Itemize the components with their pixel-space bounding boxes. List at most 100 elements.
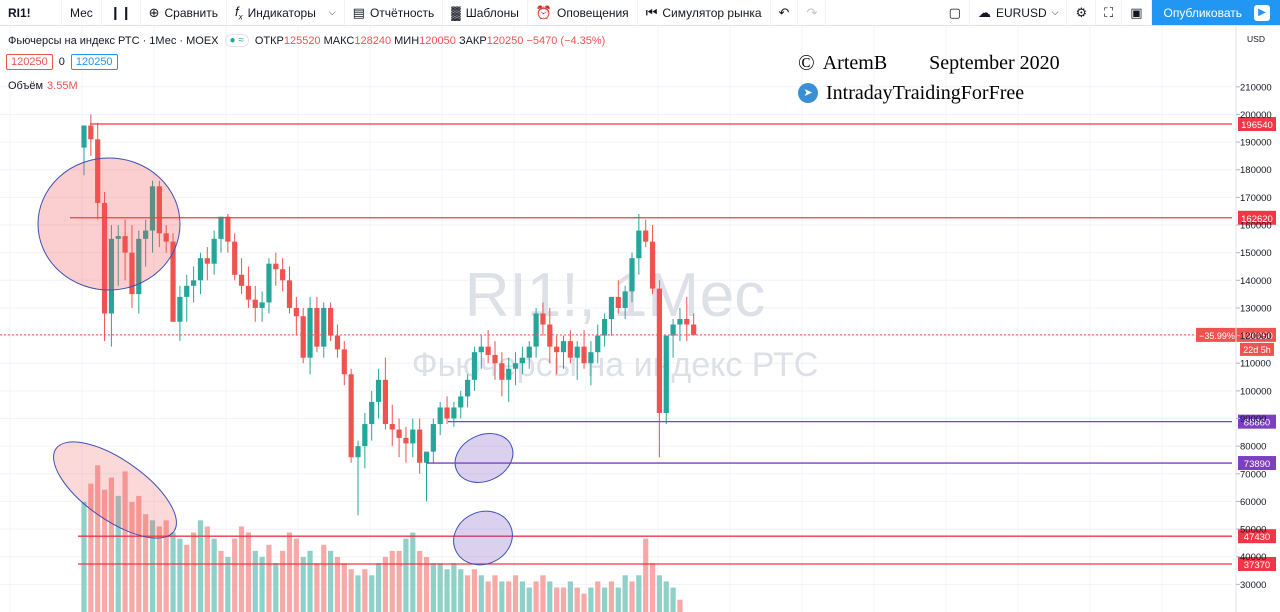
candle-body: [608, 296, 615, 319]
volume-bar: [314, 563, 320, 612]
alerts-label: Оповещения: [557, 5, 629, 20]
candle-body: [307, 307, 313, 358]
undo-button[interactable]: ↶: [771, 0, 799, 25]
candle-body: [382, 379, 388, 425]
reports-label: Отчётность: [369, 5, 435, 20]
candle-body: [362, 424, 368, 447]
candle-body: [211, 238, 217, 264]
reports-icon: ▤: [352, 4, 365, 20]
sell-button[interactable]: 120250: [6, 54, 53, 70]
interval-button[interactable]: Мес: [62, 0, 102, 25]
candle-body: [663, 335, 669, 413]
indicators-button[interactable]: fx Индикаторы ⌵: [227, 0, 345, 25]
candle-body: [286, 280, 293, 308]
candle-body: [677, 319, 683, 325]
candle-body: [499, 363, 505, 380]
square-icon: ▢: [948, 4, 961, 20]
volume-bar: [334, 556, 341, 612]
candle-body: [670, 324, 676, 336]
candle-body: [389, 424, 395, 430]
candle-body: [156, 186, 162, 234]
chart-type-button[interactable]: ❙❙: [102, 0, 141, 25]
candle-body: [300, 316, 306, 358]
chart-legend: Фьючерсы на индекс РТС · 1Мес · MOEX ● ≈…: [8, 34, 605, 47]
symbol-search-button[interactable]: RI1!: [0, 0, 62, 25]
candle-body: [122, 236, 128, 253]
volume-bar: [245, 532, 251, 612]
candle-body: [567, 341, 573, 358]
candles-icon: ❙❙: [109, 4, 132, 20]
alerts-button[interactable]: ⏰ Оповещения: [528, 0, 638, 25]
snapshot-button[interactable]: ▣: [1122, 0, 1152, 25]
candle-body: [245, 285, 251, 300]
candle-body: [197, 258, 204, 281]
candle-body: [238, 274, 245, 286]
price-level-badge: [1238, 456, 1276, 471]
candle-body: [547, 324, 553, 347]
copyright-icon: ©: [798, 50, 815, 75]
candle-body: [369, 401, 375, 425]
candle-body: [451, 407, 457, 419]
candle-body: [177, 296, 183, 322]
publish-button[interactable]: Опубликовать ▶: [1151, 0, 1280, 25]
volume-bar: [163, 520, 169, 612]
open-label: ОТКР: [254, 34, 284, 47]
price-tick-label: 160000: [1240, 221, 1272, 232]
settings-button[interactable]: ⚙: [1067, 0, 1097, 25]
volume-bar: [622, 575, 628, 612]
templates-button[interactable]: ▓ Шаблоны: [443, 0, 528, 25]
volume-value: 3.55M: [47, 80, 78, 92]
price-tick-label: 80000: [1240, 442, 1266, 453]
price-tick-label: 60000: [1240, 497, 1266, 508]
volume-bar: [656, 575, 662, 612]
annotation-ellipse: [53, 441, 177, 539]
buy-button[interactable]: 120250: [70, 54, 118, 70]
candle-body: [417, 429, 423, 463]
volume-bar: [252, 550, 258, 612]
price-level-label: 162620: [1241, 214, 1273, 225]
price-tick-label: 40000: [1240, 552, 1266, 563]
volume-bar: [403, 538, 409, 612]
price-level-badge: [1238, 556, 1276, 571]
close-value: 120250: [486, 34, 524, 47]
volume-bar: [540, 575, 546, 612]
simulator-button[interactable]: ⏮ Симулятор рынка: [638, 0, 771, 25]
compare-button[interactable]: ⊕ Сравнить: [141, 0, 227, 25]
layout-name-label: EURUSD: [995, 5, 1047, 20]
price-chart[interactable]: RI1!, 1Мес Фьючерсы на индекс РТС 196540 16…: [0, 26, 1280, 612]
trade-buttons: 120250 0 120250: [6, 54, 118, 70]
candle-body: [622, 291, 628, 308]
candle-body: [259, 302, 265, 308]
redo-button[interactable]: ↷: [798, 0, 827, 25]
volume-bar: [348, 569, 354, 612]
candle-body: [595, 335, 601, 353]
annotation-ellipse: [453, 510, 513, 566]
currency-label: USD: [1247, 34, 1265, 44]
reports-button[interactable]: ▤ Отчётность: [345, 0, 444, 25]
price-level-label: 196540: [1241, 120, 1273, 131]
price-tick-label: 30000: [1240, 580, 1266, 591]
high-value: 128240: [354, 34, 392, 47]
volume-bar: [526, 587, 532, 612]
candle-body: [506, 368, 512, 380]
camera-icon: ▣: [1130, 4, 1143, 20]
layout-button[interactable]: ▢: [941, 0, 970, 25]
candle-body: [232, 241, 238, 275]
volume-bar: [184, 544, 190, 612]
candle-body: [423, 451, 430, 463]
gear-icon: ⚙: [1075, 4, 1088, 20]
cloud-layout-button[interactable]: ☁ EURUSD ⌵: [970, 0, 1068, 25]
templates-label: Шаблоны: [465, 5, 519, 20]
candle-body: [465, 379, 471, 397]
candle-body: [512, 363, 519, 369]
symbol-label: RI1!: [8, 5, 31, 20]
volume-bar: [677, 599, 683, 612]
volume-bar: [670, 587, 676, 612]
candle-body: [458, 396, 464, 408]
indicators-label: Индикаторы: [247, 5, 316, 20]
volume-bar: [95, 465, 101, 612]
volume-bar: [143, 514, 149, 612]
toolbar-right: ▢ ☁ EURUSD ⌵ ⚙ ⛶ ▣ Опубликовать ▶: [941, 0, 1280, 25]
price-tick-label: 180000: [1240, 165, 1272, 176]
fullscreen-button[interactable]: ⛶: [1096, 0, 1123, 25]
